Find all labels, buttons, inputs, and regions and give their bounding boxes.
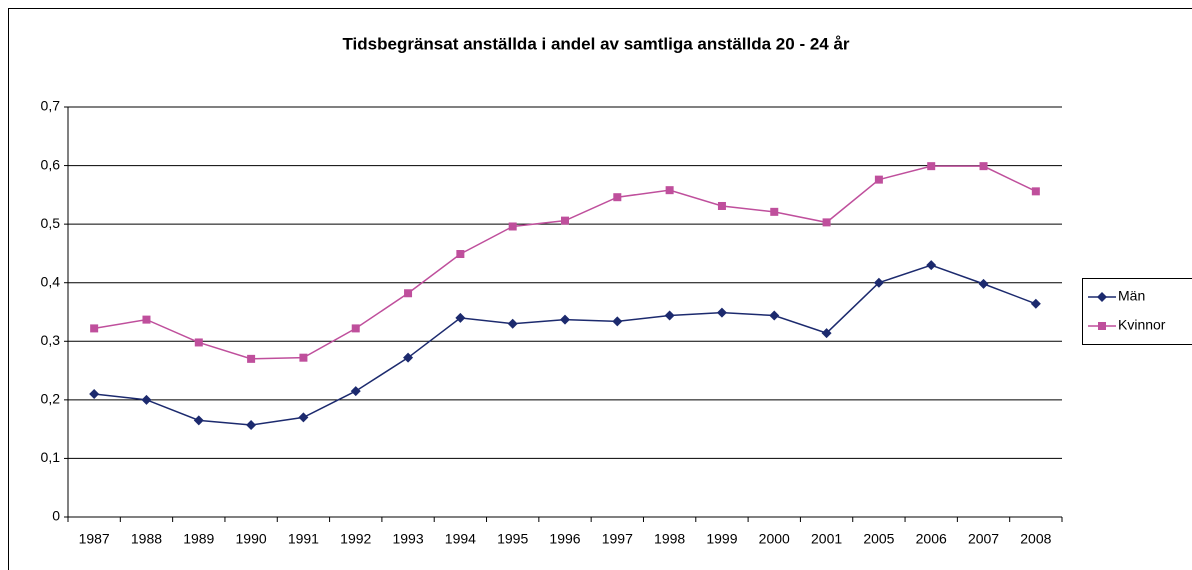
legend-label: Kvinnor [1118, 317, 1166, 333]
x-tick-label: 1996 [549, 531, 580, 547]
data-point [507, 318, 518, 329]
data-point [247, 354, 256, 363]
data-point [141, 394, 152, 405]
data-point [561, 216, 569, 225]
data-point [455, 312, 466, 323]
x-tick-label: 1998 [654, 531, 685, 547]
y-tick-label: 0,1 [41, 449, 61, 465]
y-tick-label: 0,2 [41, 391, 61, 407]
data-point [246, 420, 257, 431]
x-tick-label: 2007 [968, 531, 999, 547]
data-point [770, 207, 779, 216]
y-tick-label: 0,4 [41, 273, 61, 289]
data-point [978, 278, 989, 289]
y-tick-label: 0,5 [41, 215, 61, 231]
x-tick-label: 1997 [602, 531, 633, 547]
y-tick-label: 0,3 [41, 332, 61, 348]
data-point [194, 338, 203, 347]
data-point [456, 250, 465, 259]
data-point [822, 218, 831, 227]
data-point [874, 175, 883, 184]
data-point [404, 289, 413, 298]
x-tick-label: 2008 [1020, 531, 1051, 547]
data-point [979, 162, 988, 171]
data-point [89, 389, 100, 399]
data-point [1031, 187, 1040, 196]
data-point [1030, 298, 1041, 309]
data-point [508, 222, 517, 231]
x-tick-label: 1994 [445, 531, 476, 547]
data-point [613, 193, 622, 202]
legend-marker [1097, 292, 1107, 302]
x-tick-label: 1987 [79, 531, 110, 547]
data-point [350, 386, 361, 397]
x-tick-label: 1989 [183, 531, 214, 547]
y-tick-label: 0,6 [41, 156, 61, 172]
x-tick-label: 1999 [706, 531, 737, 547]
data-point [612, 316, 623, 327]
x-tick-label: 2000 [759, 531, 790, 547]
data-point [769, 310, 780, 321]
data-point [560, 314, 570, 325]
data-point [716, 307, 727, 318]
y-tick-label: 0 [52, 508, 60, 524]
legend-box [1082, 278, 1192, 345]
data-point [90, 324, 99, 333]
data-point [299, 353, 308, 362]
data-point [403, 352, 414, 363]
x-tick-label: 1993 [392, 531, 423, 547]
x-tick-label: 1990 [236, 531, 267, 547]
x-tick-label: 1988 [131, 531, 162, 547]
x-tick-label: 2005 [863, 531, 894, 547]
x-tick-label: 1995 [497, 531, 528, 547]
y-tick-label: 0,7 [41, 98, 61, 114]
data-point [664, 310, 675, 321]
data-point [351, 324, 360, 333]
data-point [927, 162, 936, 171]
data-point [873, 277, 884, 288]
data-point [665, 186, 674, 195]
data-point [142, 315, 151, 324]
x-tick-label: 1991 [288, 531, 319, 547]
legend-label: Män [1118, 288, 1145, 304]
data-point [821, 328, 832, 339]
legend-marker [1098, 322, 1106, 330]
data-point [926, 260, 937, 271]
x-tick-label: 2001 [811, 531, 842, 547]
chart-title: Tidsbegränsat anställda i andel av samtl… [342, 34, 849, 53]
data-point [717, 201, 726, 210]
x-tick-label: 1992 [340, 531, 371, 547]
data-point [193, 415, 204, 426]
data-point [298, 412, 309, 423]
chart-frame [8, 8, 1192, 570]
x-tick-label: 2006 [916, 531, 947, 547]
